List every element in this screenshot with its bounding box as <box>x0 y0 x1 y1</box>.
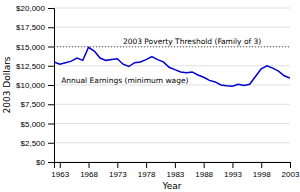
line <box>54 47 290 86</box>
tick-mark <box>175 162 176 168</box>
plot-area: 1963 1968 1973 1978 1983 1988 1993 1998 2003 $0 $2… <box>16 4 300 179</box>
y-axis: $0 $2,500 $5,000 $7,500 $10,000 $12,500 $15,00… <box>16 4 54 167</box>
threshold-label: 2003 Poverty Threshold (Family of 3) <box>123 37 261 46</box>
tick-mark <box>48 104 54 105</box>
x-tick: 1983 <box>166 162 184 179</box>
tick-mark <box>48 27 54 28</box>
grid-line <box>54 142 290 143</box>
tick-mark <box>48 66 54 67</box>
annotation: Annual Earnings (minimum wage) <box>61 76 188 85</box>
tick-label: 1993 <box>224 170 242 179</box>
tick-label: $15,000 <box>16 43 45 52</box>
tick-label: $20,000 <box>16 4 45 13</box>
tick-mark <box>48 162 54 163</box>
tick-mark <box>89 162 90 168</box>
y-tick: $0 <box>36 158 54 167</box>
grid <box>54 8 290 162</box>
x-tick: 2003 <box>282 162 300 179</box>
grid-line <box>54 123 290 124</box>
y-axis-title: 2003 Dollars <box>2 56 12 113</box>
grid-line <box>54 46 290 47</box>
tick-label: $10,000 <box>16 81 45 90</box>
tick-label: 2003 <box>282 170 300 179</box>
y-tick: $20,000 <box>16 4 54 13</box>
tick-mark <box>261 162 262 168</box>
x-tick: 1978 <box>138 162 156 179</box>
tick-mark <box>48 47 54 48</box>
x-tick: 1988 <box>195 162 213 179</box>
tick-mark <box>48 124 54 125</box>
y-tick: $15,000 <box>16 43 54 52</box>
y-tick: $17,500 <box>16 23 54 32</box>
tick-mark <box>60 162 61 168</box>
y-tick: $7,500 <box>21 100 54 109</box>
tick-label: 1978 <box>138 170 156 179</box>
tick-label: 1988 <box>195 170 213 179</box>
chart: 1963 1968 1973 1978 1983 1988 1993 1998 2003 $0 $2… <box>0 0 300 192</box>
tick-mark <box>146 162 147 168</box>
x-tick: 1968 <box>80 162 98 179</box>
y-tick: $10,000 <box>16 81 54 90</box>
grid-line <box>54 104 290 105</box>
tick-label: 1998 <box>253 170 271 179</box>
annotations: 2003 Poverty Threshold (Family of 3) Annu… <box>61 37 261 85</box>
y-tick: $2,500 <box>21 139 54 148</box>
tick-label: 1968 <box>80 170 98 179</box>
y-tick: $12,500 <box>16 62 54 71</box>
tick-mark <box>48 143 54 144</box>
tick-label: 1983 <box>166 170 184 179</box>
tick-label: $0 <box>36 158 45 167</box>
tick-label: $7,500 <box>21 100 46 109</box>
tick-mark <box>290 162 291 168</box>
tick-mark <box>48 85 54 86</box>
tick-label: $2,500 <box>21 139 46 148</box>
x-tick: 1998 <box>253 162 271 179</box>
axis-line <box>55 163 291 169</box>
grid-line <box>54 8 290 9</box>
tick-mark <box>117 162 118 168</box>
x-tick: 1993 <box>224 162 242 179</box>
grid-line <box>54 27 290 28</box>
grid-line <box>54 65 290 66</box>
tick-label: $17,500 <box>16 23 45 32</box>
tick-label: $5,000 <box>21 120 46 129</box>
axis-line <box>48 9 55 163</box>
y-tick: $5,000 <box>21 120 54 129</box>
marks <box>54 47 290 86</box>
tick-mark <box>48 8 54 9</box>
x-axis-title: Year <box>161 181 181 191</box>
x-tick: 1963 <box>51 162 69 179</box>
tick-mark <box>232 162 233 168</box>
tick-label: $12,500 <box>16 62 45 71</box>
tick-label: 1973 <box>109 170 127 179</box>
x-tick: 1973 <box>109 162 127 179</box>
tick-label: 1963 <box>51 170 69 179</box>
x-axis: 1963 1968 1973 1978 1983 1988 1993 1998 2003 <box>51 162 300 179</box>
tick-mark <box>204 162 205 168</box>
